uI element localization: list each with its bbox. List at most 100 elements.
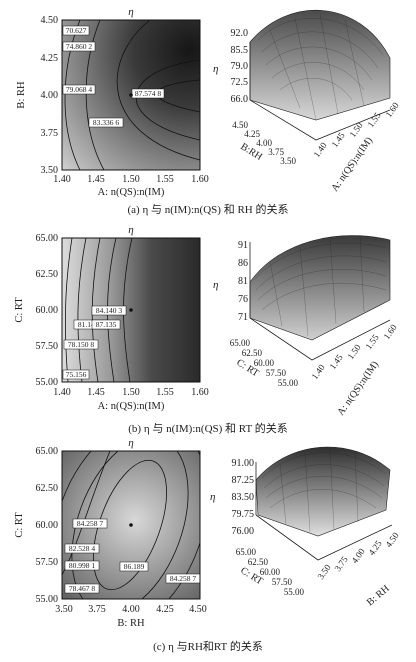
contour-c: η 78.467 8 80.998 1 82.528 4 84.258 <box>14 437 207 629</box>
contour-label: 84.140 3 <box>91 305 127 316</box>
svg-text:62.50: 62.50 <box>242 348 263 358</box>
svg-text:84.258 7: 84.258 7 <box>77 519 104 528</box>
ytick: 4.25 <box>41 53 59 64</box>
svg-text:4.00: 4.00 <box>349 546 367 565</box>
svg-text:55.00: 55.00 <box>278 378 299 388</box>
contour-a-labels: 70.627 74.860 2 79.068 4 83.336 6 87.574… <box>62 25 165 128</box>
ytick: 57.50 <box>36 557 59 568</box>
ytick: 65.00 <box>36 446 59 457</box>
contour-label: 83.336 6 <box>88 117 124 128</box>
contour-a-xticks: 1.40 1.45 1.50 1.55 1.60 <box>53 174 209 185</box>
contour-b-frame <box>61 237 201 383</box>
contour-a-line <box>85 20 105 170</box>
contour-c-xlabel: B: RH <box>117 618 145 629</box>
svg-text:74.860 2: 74.860 2 <box>66 42 93 51</box>
contour-label: 84.258 7 <box>165 573 201 584</box>
ytick: 55.00 <box>36 377 59 388</box>
svg-text:1.45: 1.45 <box>329 130 347 149</box>
ztick: 76 <box>238 294 248 305</box>
svg-text:1.60: 1.60 <box>383 100 401 119</box>
svg-text:87.574 8: 87.574 8 <box>135 89 162 98</box>
svg-text:80.998 1: 80.998 1 <box>69 561 96 570</box>
contour-c-line <box>93 459 167 591</box>
ztick: 91.00 <box>232 458 255 469</box>
svg-text:75.156: 75.156 <box>66 370 87 379</box>
xtick: 1.45 <box>87 387 105 398</box>
surface-b-yticks: 65.00 62.50 60.00 57.50 55.00 <box>230 338 299 388</box>
contour-label: 87.135 <box>91 319 121 330</box>
svg-text:57.50: 57.50 <box>272 577 293 587</box>
svg-text:82.528 4: 82.528 4 <box>69 544 96 553</box>
svg-text:1.45: 1.45 <box>327 352 345 371</box>
svg-text:65.00: 65.00 <box>230 338 251 348</box>
svg-text:84.140 3: 84.140 3 <box>96 306 123 315</box>
contour-label: 78.150 8 <box>63 339 99 350</box>
contour-c-title: η <box>128 437 133 449</box>
contour-b-ylabel: C: RT <box>14 297 25 323</box>
ytick: 65.00 <box>36 233 59 244</box>
contour-a-title: η <box>128 6 133 18</box>
contour-b-line <box>64 238 73 382</box>
contour-c-labels: 78.467 8 80.998 1 82.528 4 84.258 7 86.1… <box>64 518 201 594</box>
svg-text:87.135: 87.135 <box>96 320 117 329</box>
surface-c-xlabel: B: RH <box>365 583 392 608</box>
svg-text:1.50: 1.50 <box>347 120 365 139</box>
xtick: 3.50 <box>55 604 73 615</box>
svg-text:3.75: 3.75 <box>332 554 350 573</box>
contour-label: 78.467 8 <box>64 583 100 594</box>
xtick: 1.60 <box>191 387 209 398</box>
ztick: 79.0 <box>231 61 249 72</box>
xtick: 1.60 <box>191 174 209 185</box>
svg-text:1.55: 1.55 <box>363 332 381 351</box>
ytick: 4.00 <box>41 90 59 101</box>
surface-c: 91.00 87.25 83.50 79.75 76.00 η 65.00 62… <box>210 446 401 608</box>
svg-text:3.75: 3.75 <box>268 147 284 157</box>
xtick: 4.25 <box>156 604 174 615</box>
svg-text:1.40: 1.40 <box>309 362 327 381</box>
ztick: 92.0 <box>231 28 249 39</box>
xtick: 4.00 <box>122 604 140 615</box>
contour-a-design-point <box>129 93 133 97</box>
caption-a: (a) η 与 n(IM):n(QS) 和 RH 的关系 <box>128 202 289 216</box>
contour-label: 84.258 7 <box>72 518 108 529</box>
svg-text:65.00: 65.00 <box>236 547 257 557</box>
contour-a-frame <box>61 19 201 171</box>
contour-c-frame <box>61 450 201 600</box>
contour-b-title: η <box>128 224 133 236</box>
surface-c-zticks: 91.00 87.25 83.50 79.75 76.00 <box>232 458 255 537</box>
surface-b-zticks: 91 86 81 76 71 <box>238 240 248 323</box>
surface-b-zlabel: η <box>213 279 218 291</box>
svg-text:86.189: 86.189 <box>124 562 145 571</box>
svg-text:4.50: 4.50 <box>383 530 401 549</box>
svg-text:55.00: 55.00 <box>284 587 305 597</box>
svg-text:79.068 4: 79.068 4 <box>66 85 93 94</box>
xtick: 1.45 <box>87 174 105 185</box>
ytick: 57.50 <box>36 341 59 352</box>
ztick: 87.25 <box>232 475 255 486</box>
surface-b-mesh <box>249 235 391 341</box>
ztick: 83.50 <box>232 492 255 503</box>
ytick: 62.50 <box>36 269 59 280</box>
surface-c-xticks: 3.50 3.75 4.00 4.25 4.50 <box>315 530 401 581</box>
ztick: 86 <box>238 258 248 269</box>
surface-b-floor <box>249 317 391 361</box>
contour-c-line <box>71 451 189 599</box>
svg-text:78.150 8: 78.150 8 <box>68 340 95 349</box>
ytick: 60.00 <box>36 520 59 531</box>
xtick: 3.75 <box>88 604 106 615</box>
contour-c-yticks: 65.00 62.50 60.00 57.50 55.00 <box>36 446 59 605</box>
surface-a-yticks: 4.50 4.25 4.00 3.75 3.50 <box>232 120 296 166</box>
svg-text:60.00: 60.00 <box>260 567 281 577</box>
ytick: 62.50 <box>36 483 59 494</box>
surface-a-zlabel: η <box>213 63 218 75</box>
svg-text:1.55: 1.55 <box>365 110 383 129</box>
contour-label: 80.998 1 <box>64 560 100 571</box>
contour-b-labels: 75.156 78.150 8 81.145 5 84.140 3 87.135 <box>62 305 127 380</box>
xtick: 1.55 <box>156 174 174 185</box>
contour-a-xlabel: A: n(QS):n(IM) <box>98 187 165 198</box>
contour-label: 82.528 4 <box>64 543 100 554</box>
contour-label: 70.627 <box>62 25 90 36</box>
contour-a-line <box>64 20 81 170</box>
ztick: 76.00 <box>232 526 255 537</box>
svg-text:4.25: 4.25 <box>244 129 260 139</box>
